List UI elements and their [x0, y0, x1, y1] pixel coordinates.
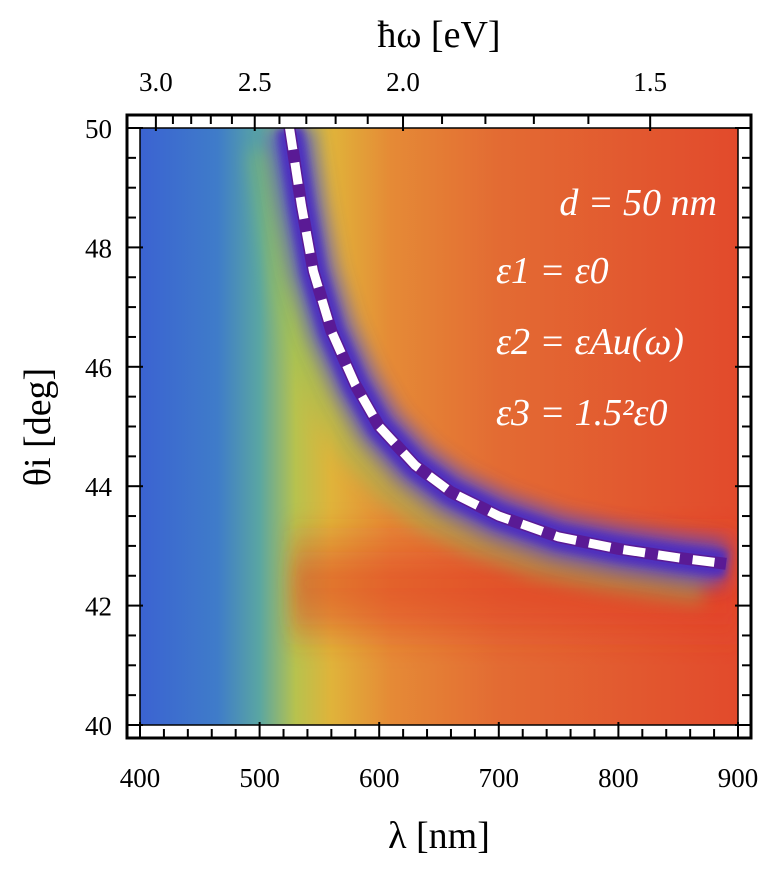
x-top-tick-label: 3.0	[139, 67, 173, 97]
y-tick-label: 44	[85, 472, 113, 502]
x-axis-title: λ [nm]	[388, 815, 490, 857]
y-tick-label: 40	[85, 711, 112, 741]
annotation-eps3: ε3 = 1.5²ε0	[496, 392, 667, 434]
y-tick-label: 48	[85, 233, 112, 263]
x-top-axis-title: ħω [eV]	[377, 14, 500, 56]
x-top-tick-label: 2.0	[386, 67, 420, 97]
y-tick-label: 50	[85, 114, 112, 144]
annotation-eps2: ε2 = εAu(ω)	[496, 321, 684, 363]
x-tick-label: 400	[120, 763, 161, 793]
x-top-tick-label: 1.5	[633, 67, 667, 97]
annotation-eps1: ε1 = ε0	[496, 250, 609, 292]
x-top-tick-label: 2.5	[238, 67, 272, 97]
resonance-dashed-curve	[285, 128, 727, 569]
heatmap-field	[140, 128, 738, 725]
x-tick-label: 800	[598, 763, 639, 793]
x-tick-label: 700	[479, 763, 520, 793]
x-tick-label: 500	[239, 763, 280, 793]
axis-ticks	[127, 115, 751, 738]
y-axis-title: θi [deg]	[17, 368, 59, 486]
x-tick-label: 600	[359, 763, 400, 793]
annotation-group: d = 50 nm ε1 = ε0 ε2 = εAu(ω) ε3 = 1.5²ε…	[496, 182, 717, 434]
axis-tick-labels: 400 500 600 700 800 900 40 42 44 46 48 50 3.0 2.5 2.0 1…	[85, 67, 758, 793]
y-tick-label: 42	[85, 592, 112, 622]
annotation-thickness: d = 50 nm	[559, 182, 717, 224]
x-tick-label: 900	[718, 763, 759, 793]
y-tick-label: 46	[85, 353, 112, 383]
